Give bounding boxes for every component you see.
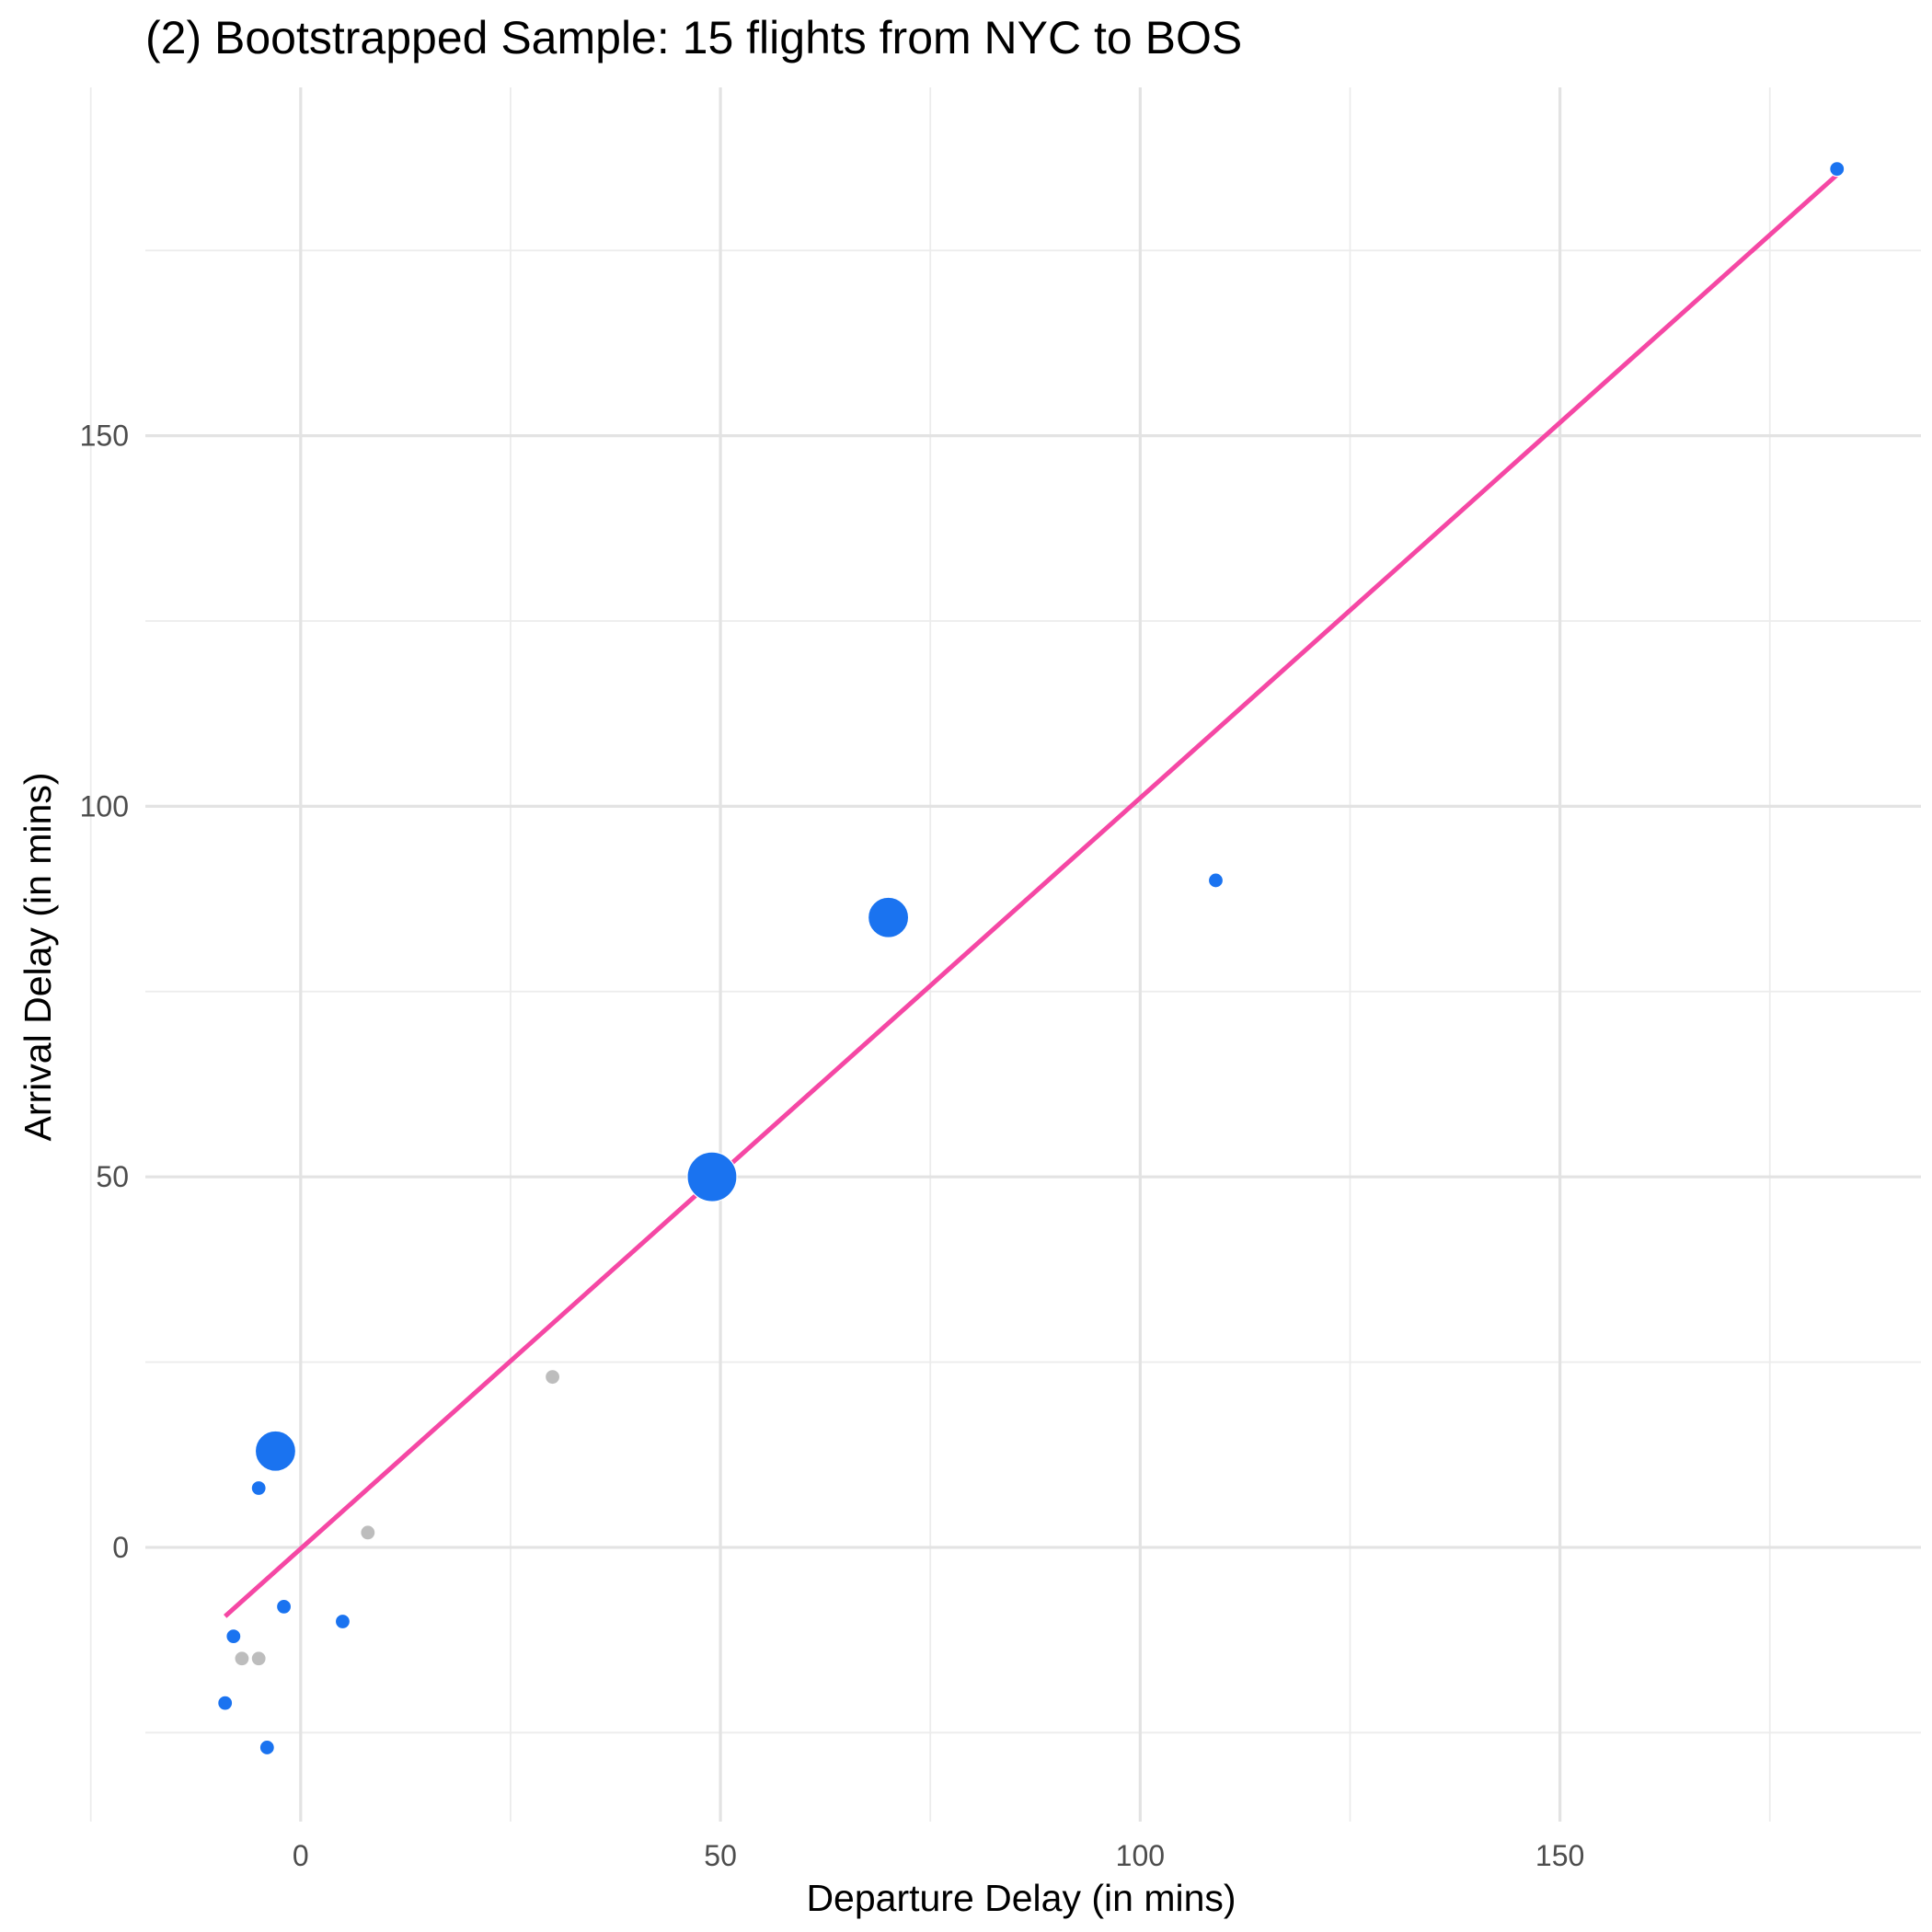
data-point-unselected — [234, 1650, 250, 1667]
tick-labels: 0 50 100 150 0 50 100 150 — [80, 420, 1585, 1872]
y-axis-title: Arrival Delay (in mins) — [17, 773, 59, 1142]
regression-line — [224, 173, 1839, 1618]
y-tick-label: 150 — [80, 420, 129, 453]
y-tick-label: 100 — [80, 789, 129, 822]
data-point-selected — [1829, 161, 1846, 178]
x-tick-label: 150 — [1535, 1839, 1584, 1872]
data-point-selected — [1207, 872, 1225, 889]
data-point-selected — [686, 1151, 738, 1202]
data-point-selected — [275, 1598, 293, 1615]
data-point-selected — [334, 1613, 351, 1630]
data-point-selected — [254, 1430, 297, 1472]
chart-title: (2) Bootstrapped Sample: 15 flights from… — [145, 12, 1243, 63]
data-point-unselected — [250, 1650, 267, 1667]
x-axis-title: Departure Delay (in mins) — [806, 1877, 1236, 1919]
fit-line-group — [224, 173, 1839, 1618]
data-point-unselected — [544, 1369, 561, 1386]
data-point-unselected — [360, 1524, 376, 1541]
points-group — [217, 161, 1846, 1756]
x-tick-label: 50 — [704, 1839, 737, 1872]
x-tick-label: 0 — [293, 1839, 309, 1872]
y-tick-label: 0 — [112, 1531, 129, 1564]
grid — [89, 87, 1921, 1822]
data-point-selected — [259, 1739, 275, 1756]
y-tick-label: 50 — [96, 1160, 129, 1193]
data-point-selected — [867, 896, 910, 938]
data-point-selected — [217, 1695, 234, 1711]
data-point-selected — [225, 1628, 242, 1645]
data-point-selected — [250, 1479, 267, 1497]
x-tick-label: 100 — [1116, 1839, 1165, 1872]
